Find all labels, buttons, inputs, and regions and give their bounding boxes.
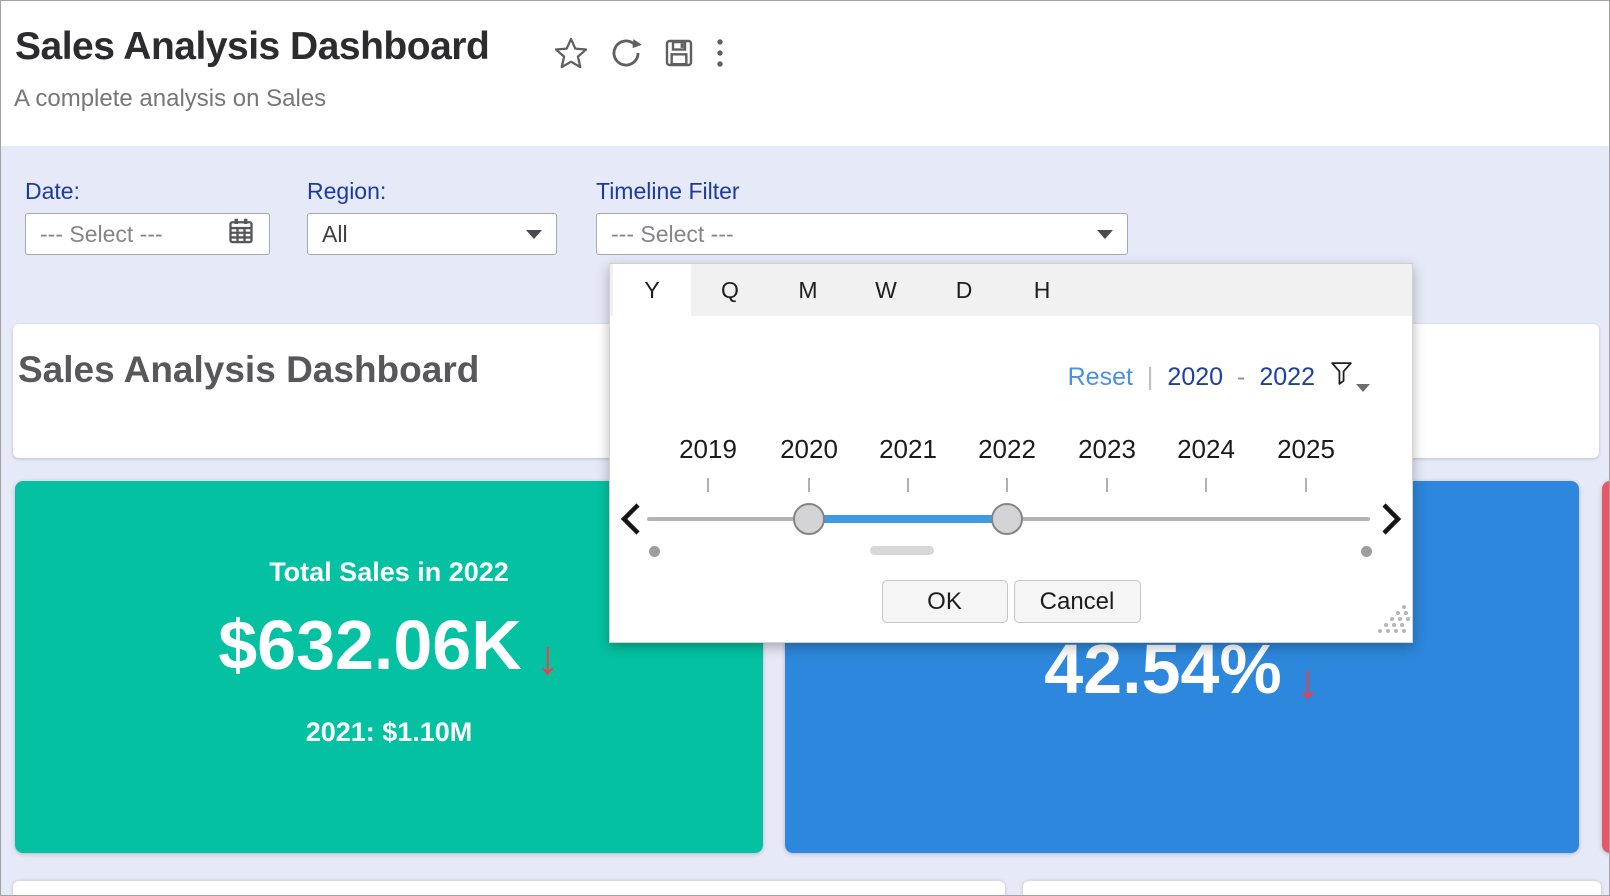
trend-down-icon: ↓: [535, 632, 560, 685]
axis-tick: [1305, 478, 1307, 492]
range-start-value[interactable]: 2020: [1167, 362, 1224, 391]
tab-day[interactable]: D: [955, 276, 973, 303]
bottom-left-card: [13, 881, 1005, 895]
save-button[interactable]: [663, 37, 695, 72]
chevron-down-icon: [526, 229, 542, 239]
filter-options-button[interactable]: [1329, 360, 1370, 394]
tab-hour[interactable]: H: [1033, 276, 1051, 303]
timeline-select[interactable]: --- Select ---: [596, 213, 1128, 255]
total-sales-comparison: 2021: $1.10M: [305, 717, 473, 747]
more-options-button[interactable]: [715, 37, 725, 72]
tab-year[interactable]: Y: [613, 264, 691, 316]
total-sales-value: $632.06K: [218, 606, 522, 684]
region-select-value: All: [322, 220, 348, 247]
ok-button[interactable]: OK: [881, 580, 1008, 623]
axis-tick: [1205, 478, 1207, 492]
axis-tick: [1006, 478, 1008, 492]
star-icon: [553, 35, 589, 74]
date-select-value: --- Select ---: [40, 220, 163, 247]
date-select[interactable]: --- Select ---: [25, 213, 270, 255]
slider-handle-from[interactable]: [793, 503, 825, 535]
axis-tick: [808, 478, 810, 492]
range-max-dot: [1361, 546, 1372, 557]
year-label: 2024: [1177, 434, 1235, 464]
refresh-icon: [609, 36, 643, 73]
year-label: 2022: [978, 434, 1036, 464]
tab-month[interactable]: M: [798, 276, 818, 303]
save-icon: [663, 37, 695, 72]
range-min-dot: [649, 546, 660, 557]
refresh-button[interactable]: [609, 36, 643, 73]
tab-quarter[interactable]: Q: [721, 276, 739, 303]
timeline-filter-label: Timeline Filter: [596, 178, 740, 204]
timeline-filter-popup: Y Q M W D H Reset | 2020 - 2022 2019: [609, 263, 1413, 643]
tab-week[interactable]: W: [875, 276, 897, 303]
date-filter-label: Date:: [25, 178, 80, 204]
slider-selected-range[interactable]: [809, 515, 1007, 523]
reset-link[interactable]: Reset: [1067, 362, 1133, 391]
axis-tick: [1106, 478, 1108, 492]
region-select[interactable]: All: [307, 213, 557, 255]
resize-grip[interactable]: [1374, 603, 1410, 640]
range-dash: -: [1237, 362, 1246, 391]
slider-handle-to[interactable]: [991, 503, 1023, 535]
cancel-button[interactable]: Cancel: [1013, 580, 1141, 623]
slider-next-button[interactable]: [1378, 501, 1404, 537]
range-end-value[interactable]: 2022: [1259, 362, 1315, 391]
page-subtitle: A complete analysis on Sales: [14, 85, 327, 112]
growth-percent-value: 42.54%: [1044, 630, 1282, 708]
report-section-title: Sales Analysis Dashboard: [18, 349, 480, 390]
range-summary-row: Reset | 2020 - 2022: [1068, 360, 1370, 394]
axis-tick: [907, 478, 909, 492]
axis-tick: [707, 478, 709, 492]
granularity-tabs: Y Q M W D H: [610, 264, 1412, 316]
dialog-buttons: OK Cancel: [610, 580, 1412, 623]
year-label: 2020: [780, 434, 838, 464]
chevron-down-icon: [1097, 229, 1113, 239]
chevron-down-icon: [1356, 384, 1370, 392]
slider-scrollbar[interactable]: [870, 546, 934, 555]
year-label: 2025: [1277, 434, 1335, 464]
page-title: Sales Analysis Dashboard: [15, 25, 490, 68]
chevron-left-icon: [618, 503, 644, 540]
timeline-select-value: --- Select ---: [611, 220, 734, 247]
slider-prev-button[interactable]: [618, 501, 644, 537]
separator: |: [1146, 362, 1154, 391]
total-sales-title: Total Sales in 2022: [269, 557, 509, 587]
bottom-right-card: [1023, 881, 1601, 895]
year-label: 2021: [879, 434, 937, 464]
chevron-right-icon: [1378, 503, 1404, 540]
header: Sales Analysis Dashboard: [1, 1, 1609, 146]
toolbar: [553, 35, 725, 74]
trend-down-icon: ↓: [1295, 656, 1320, 709]
year-label: 2023: [1078, 434, 1136, 464]
kebab-menu-icon: [715, 37, 725, 72]
funnel-icon: [1329, 360, 1354, 394]
favorite-button[interactable]: [553, 35, 589, 74]
region-filter-label: Region:: [307, 178, 387, 204]
calendar-icon: [227, 217, 255, 251]
partial-card-edge: [1602, 481, 1609, 853]
year-label: 2019: [679, 434, 737, 464]
